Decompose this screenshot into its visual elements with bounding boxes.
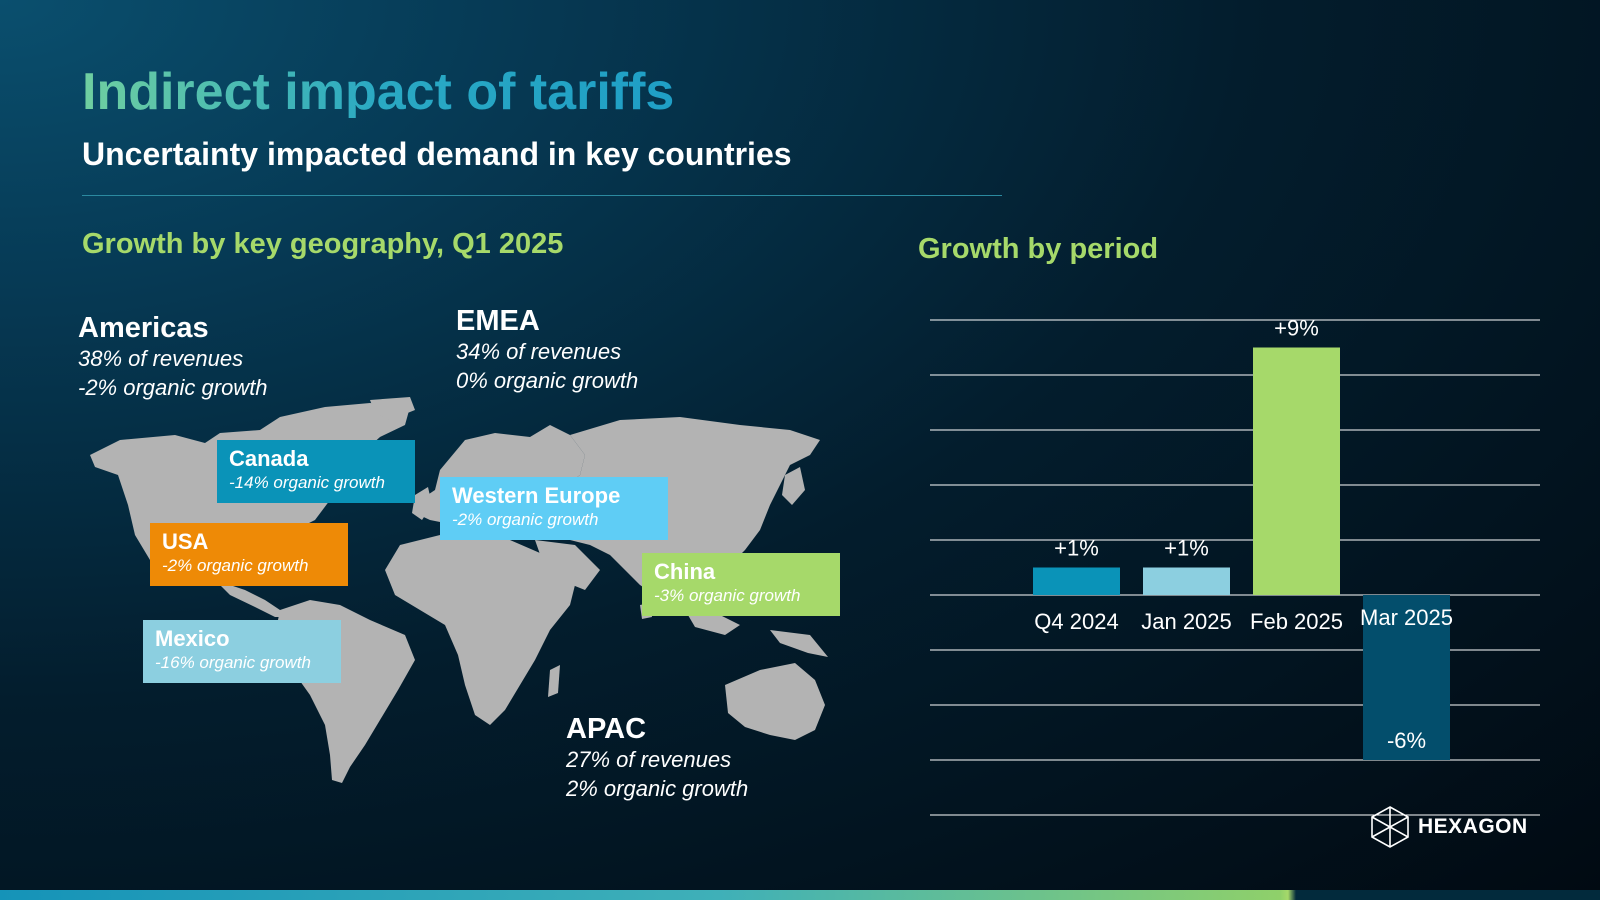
region-name: EMEA [456,305,540,337]
geography-heading: Growth by key geography, Q1 2025 [82,228,564,260]
australia-shape [725,663,825,740]
page-title: Indirect impact of tariffs [82,63,675,121]
africa-shape [385,535,575,725]
country-box-mexico: Mexico -16% organic growth [143,620,341,683]
region-growth: -2% organic growth [78,374,268,400]
arabia-shape [535,540,600,590]
country-growth: -14% organic growth [229,473,385,493]
country-box-usa: USA -2% organic growth [150,523,348,586]
chart-data-label: -6% [1387,728,1426,753]
page-subtitle: Uncertainty impacted demand in key count… [82,136,792,172]
region-revenue: 38% of revenues [78,346,244,372]
country-growth: -2% organic growth [452,510,599,530]
asia-shape [535,417,820,595]
country-name: USA [162,529,209,554]
indonesia-shape [685,610,828,657]
region-growth: 2% organic growth [566,775,749,801]
chart-bar [1253,347,1340,595]
country-box-western-europe: Western Europe -2% organic growth [440,477,668,540]
chart-data-label: +1% [1054,536,1099,561]
chart-category-label: Q4 2024 [1034,609,1118,634]
madagascar-shape [548,665,560,697]
country-name: Canada [229,446,309,471]
country-box-china: China -3% organic growth [642,553,840,616]
region-revenue: 34% of revenues [456,339,622,365]
central-america-shape [215,580,290,617]
country-name: Mexico [155,626,230,651]
chart-data-label: +9% [1274,316,1319,341]
chart-bar [1033,567,1120,595]
hexagon-logo-icon [1371,806,1409,848]
region-apac: APAC 27% of revenues 2% organic growth [566,713,748,804]
logo-text: HEXAGON [1418,815,1528,838]
chart-bar [1143,567,1230,595]
region-revenue: 27% of revenues [566,747,732,773]
chart-bars [1033,347,1450,760]
hexagon-logo: HEXAGON [1370,805,1528,849]
japan-shape [782,467,805,505]
region-americas: Americas 38% of revenues -2% organic gro… [78,312,268,403]
chart-bar [1363,595,1450,760]
country-box-canada: Canada -14% organic growth [217,440,415,503]
region-emea: EMEA 34% of revenues 0% organic growth [456,305,638,396]
region-name: Americas [78,312,209,344]
country-growth: -3% organic growth [654,586,801,606]
chart-category-label: Jan 2025 [1141,609,1232,634]
region-growth: 0% organic growth [456,367,639,393]
chart-data-label: +1% [1164,536,1209,561]
period-heading: Growth by period [918,233,1159,265]
uk-shape [412,487,432,520]
growth-by-period-chart: +1% Q4 2024 +1% Jan 2025 +9% Feb 2025 -6% Mar 2… [930,316,1540,816]
country-name: China [654,559,716,584]
country-name: Western Europe [452,483,621,508]
country-growth: -2% organic growth [162,556,309,576]
chart-labels: +1% Q4 2024 +1% Jan 2025 +9% Feb 2025 -6% Mar 2… [1034,316,1453,754]
chart-category-label: Mar 2025 [1360,605,1453,630]
title-divider [82,195,1002,196]
bottom-accent-bar [0,890,1600,900]
country-growth: -16% organic growth [155,653,311,673]
greenland-shape [370,397,415,420]
chart-category-label: Feb 2025 [1250,609,1343,634]
region-name: APAC [566,713,647,745]
